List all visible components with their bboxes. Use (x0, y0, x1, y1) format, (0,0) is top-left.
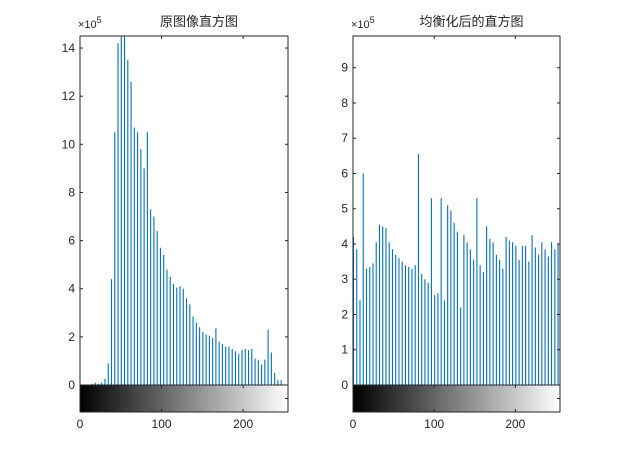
y-exponent-label: ×105 (78, 15, 102, 31)
histogram-bars (91, 36, 282, 385)
y-tick-label: 2 (68, 330, 75, 344)
y-tick-label: 6 (68, 234, 75, 248)
x-tick-label: 0 (77, 417, 84, 431)
y-tick-label: 5 (341, 202, 348, 216)
y-tick-label: 1 (341, 343, 348, 357)
y-tick-label: 8 (341, 96, 348, 110)
x-tick-label: 100 (152, 417, 172, 431)
right-histogram-axes: 0 1 2 3 4 5 6 7 8 9 ×105 均衡化后的直方图 0 100 200 (341, 14, 561, 431)
left-histogram-axes: 0 2 4 6 8 10 12 14×105 原图像直方图 0 100 200 (62, 14, 289, 431)
y-tick-label: 8 (68, 185, 75, 199)
y-exponent-label: ×105 (351, 15, 375, 31)
y-tick-label: 2 (341, 307, 348, 321)
y-tick-label: 9 (341, 61, 348, 75)
histogram-bars (352, 154, 559, 385)
chart-title: 原图像直方图 (160, 14, 238, 29)
y-tick-label: 4 (68, 282, 75, 296)
y-tick-label: 7 (341, 131, 348, 145)
x-tick-label: 0 (350, 417, 357, 431)
x-tick-label: 200 (505, 417, 525, 431)
y-tick-label: 4 (341, 237, 348, 251)
grayscale-colorbar (352, 384, 561, 413)
y-tick-label: 6 (341, 166, 348, 180)
y-tick-label: 10 (62, 137, 76, 151)
y-tick-label: 0 (341, 378, 348, 392)
y-tick-label: 3 (341, 272, 348, 286)
chart-title: 均衡化后的直方图 (419, 14, 523, 29)
x-tick-label: 100 (424, 417, 444, 431)
y-tick-label: 12 (62, 89, 76, 103)
x-tick-label: 200 (233, 417, 253, 431)
grayscale-colorbar (79, 384, 289, 413)
y-tick-label: 14 (62, 41, 76, 55)
y-tick-label: 0 (68, 378, 75, 392)
